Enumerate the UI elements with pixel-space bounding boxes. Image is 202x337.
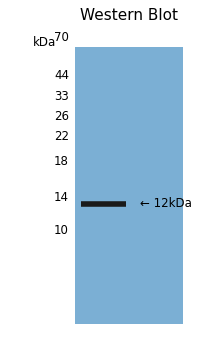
FancyBboxPatch shape (75, 47, 182, 324)
Text: 10: 10 (54, 224, 69, 237)
Text: 33: 33 (54, 90, 69, 102)
Text: 14: 14 (54, 191, 69, 204)
Text: 26: 26 (54, 110, 69, 123)
Text: ← 12kDa: ← 12kDa (139, 197, 191, 210)
Text: kDa: kDa (32, 36, 56, 49)
Text: 44: 44 (54, 69, 69, 82)
Text: Western Blot: Western Blot (80, 8, 177, 24)
Text: 18: 18 (54, 155, 69, 168)
Text: 70: 70 (54, 31, 69, 43)
Text: 22: 22 (54, 130, 69, 143)
